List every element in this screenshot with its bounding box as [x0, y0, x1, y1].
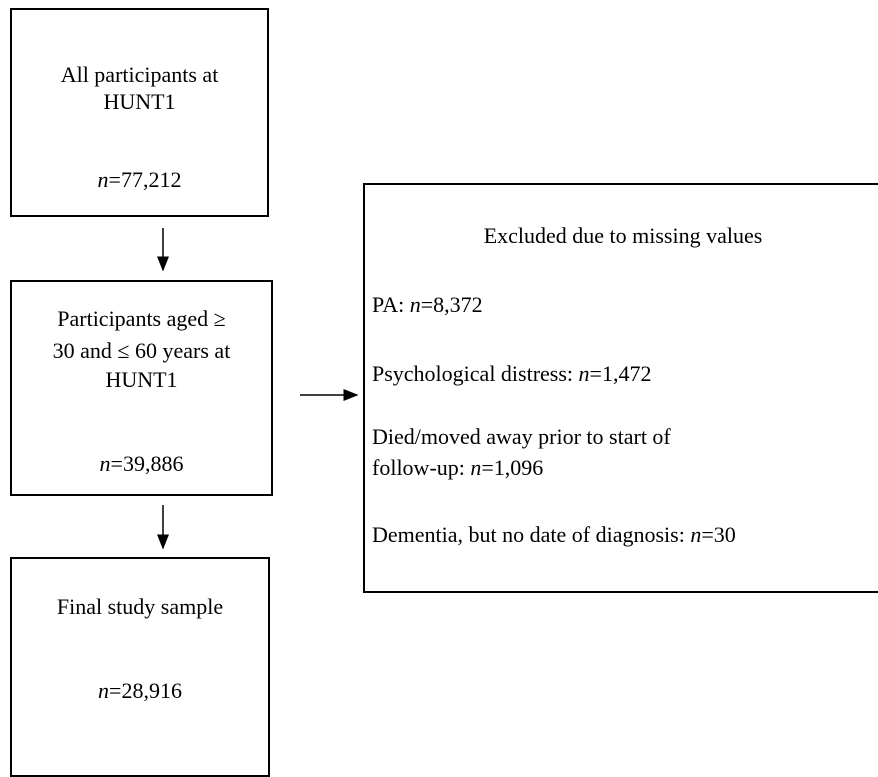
box-text: 30 and ≤ 60 years at	[52, 338, 231, 363]
box-text: All participants at	[60, 62, 219, 87]
count: n=8,372	[409, 292, 483, 317]
box-text: Participants aged ≥	[57, 306, 226, 331]
count: n=1,472	[578, 361, 652, 386]
item-row: Died/moved away prior to start of	[372, 422, 671, 452]
box-text: Final study sample	[56, 594, 224, 619]
box-text: HUNT1	[103, 89, 176, 114]
box: Final study sample n=28,916	[10, 557, 270, 777]
item-text: follow-up:	[372, 455, 465, 480]
item-text: Died/moved away prior to start of	[372, 424, 671, 449]
box: All participants at HUNT1 n=77,212	[10, 8, 269, 217]
item-row: Dementia, but no date of diagnosis: n=30	[372, 520, 736, 550]
box-text: HUNT1	[105, 367, 178, 392]
item-row: follow-up: n=1,096	[372, 453, 543, 483]
item-row: Psychological distress: n=1,472	[372, 359, 651, 389]
item-text: Dementia, but no date of diagnosis:	[372, 522, 685, 547]
count: n=30	[690, 522, 736, 547]
item-row: PA: n=8,372	[372, 290, 483, 320]
item-text: PA:	[372, 292, 405, 317]
exclusion-box: Excluded due to missing values PA: n=8,372…	[363, 183, 878, 593]
count: n=39,886	[99, 451, 184, 476]
count: n=28,916	[98, 678, 182, 703]
exclusion-title: Excluded due to missing values	[483, 223, 763, 248]
box: Participants aged ≥ 30 and ≤ 60 years at H…	[10, 280, 273, 496]
count: n=77,212	[97, 167, 182, 192]
item-text: Psychological distress:	[372, 361, 574, 386]
count: n=1,096	[470, 455, 544, 480]
